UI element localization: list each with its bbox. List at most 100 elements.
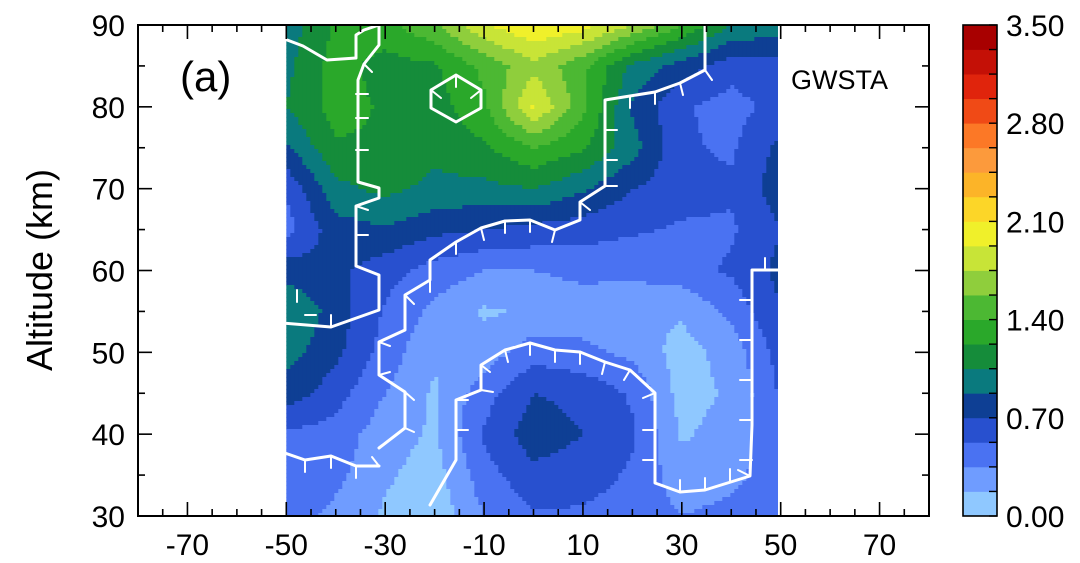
heatmap-cell <box>598 77 603 82</box>
heatmap-cell <box>298 93 303 98</box>
heatmap-cell <box>730 113 735 118</box>
heatmap-cell <box>570 153 575 158</box>
heatmap-cell <box>598 73 603 78</box>
heatmap-cell <box>358 165 363 170</box>
heatmap-cell <box>430 49 435 54</box>
heatmap-cell <box>434 177 439 182</box>
heatmap-cell <box>410 61 415 66</box>
heatmap-cell <box>658 145 663 150</box>
heatmap-cell <box>390 153 395 158</box>
heatmap-cell <box>742 117 747 122</box>
heatmap-cell <box>506 181 511 186</box>
heatmap-cell <box>378 89 383 94</box>
heatmap-cell <box>474 61 479 66</box>
heatmap-cell <box>626 53 631 58</box>
heatmap-cell <box>666 121 671 126</box>
heatmap-cell <box>590 157 595 162</box>
heatmap-cell <box>346 89 351 94</box>
heatmap-cell <box>458 165 463 170</box>
heatmap-cell <box>362 185 367 190</box>
heatmap-cell <box>566 145 571 150</box>
heatmap-cell <box>502 117 507 122</box>
heatmap-cell <box>762 89 767 94</box>
heatmap-cell <box>630 41 635 46</box>
heatmap-cell <box>750 49 755 54</box>
heatmap-cell <box>710 149 715 154</box>
heatmap-cell <box>298 153 303 158</box>
heatmap-cell <box>542 101 547 106</box>
heatmap-cell <box>334 49 339 54</box>
heatmap-cell <box>614 45 619 50</box>
heatmap-cell <box>766 65 771 70</box>
heatmap-cell <box>618 69 623 74</box>
heatmap-cell <box>490 41 495 46</box>
heatmap-cell <box>694 77 699 82</box>
heatmap-cell <box>754 45 759 50</box>
heatmap-cell <box>654 125 659 130</box>
heatmap-cell <box>410 149 415 154</box>
heatmap-cell <box>610 37 615 42</box>
heatmap-cell <box>538 105 543 110</box>
heatmap-cell <box>542 157 547 162</box>
heatmap-cell <box>310 89 315 94</box>
heatmap-cell <box>330 125 335 130</box>
heatmap-cell <box>734 69 739 74</box>
heatmap-cell <box>406 109 411 114</box>
heatmap-cell <box>526 149 531 154</box>
heatmap-cell <box>358 145 363 150</box>
heatmap-cell <box>450 93 455 98</box>
heatmap-cell <box>606 45 611 50</box>
heatmap-cell <box>738 69 743 74</box>
heatmap-cell <box>574 181 579 186</box>
heatmap-cell <box>446 145 451 150</box>
heatmap-cell <box>758 89 763 94</box>
heatmap-cell <box>578 137 583 142</box>
heatmap-cell <box>286 61 291 66</box>
heatmap-cell <box>682 85 687 90</box>
heatmap-cell <box>606 33 611 38</box>
heatmap-cell <box>294 129 299 134</box>
heatmap-cell <box>630 101 635 106</box>
heatmap-cell <box>442 129 447 134</box>
heatmap-cell <box>614 153 619 158</box>
heatmap-cell <box>330 149 335 154</box>
heatmap-cell <box>334 69 339 74</box>
heatmap-cell <box>438 121 443 126</box>
heatmap-cell <box>362 113 367 118</box>
heatmap-cell <box>302 53 307 58</box>
heatmap-cell <box>646 101 651 106</box>
heatmap-cell <box>310 137 315 142</box>
heatmap-cell <box>658 49 663 54</box>
heatmap-cell <box>562 37 567 42</box>
heatmap-cell <box>734 81 739 86</box>
heatmap-cell <box>310 61 315 66</box>
heatmap-cell <box>322 53 327 58</box>
heatmap-cell <box>354 61 359 66</box>
heatmap-cell <box>514 137 519 142</box>
heatmap-cell <box>686 165 691 170</box>
heatmap-cell <box>366 97 371 102</box>
heatmap-cell <box>678 113 683 118</box>
heatmap-cell <box>746 57 751 62</box>
heatmap-cell <box>702 97 707 102</box>
heatmap-cell <box>758 29 763 34</box>
heatmap-cell <box>402 185 407 190</box>
heatmap-cell <box>682 37 687 42</box>
heatmap-cell <box>314 73 319 78</box>
heatmap-cell <box>506 65 511 70</box>
heatmap-cell <box>430 73 435 78</box>
heatmap-cell <box>742 69 747 74</box>
heatmap-cell <box>758 49 763 54</box>
heatmap-cell <box>550 61 555 66</box>
heatmap-cell <box>682 81 687 86</box>
heatmap-cell <box>598 97 603 102</box>
heatmap-cell <box>654 69 659 74</box>
heatmap-cell <box>738 61 743 66</box>
heatmap-cell <box>662 61 667 66</box>
heatmap-cell <box>646 137 651 142</box>
heatmap-cell <box>446 141 451 146</box>
heatmap-cell <box>546 177 551 182</box>
heatmap-cell <box>374 69 379 74</box>
heatmap-cell <box>370 73 375 78</box>
heatmap-cell <box>726 57 731 62</box>
